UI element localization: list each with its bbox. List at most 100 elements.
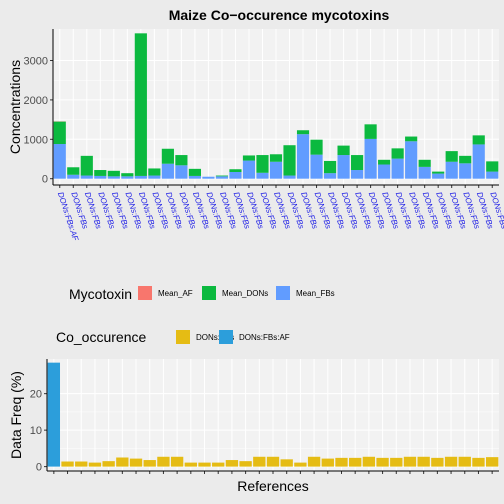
bar-mean-fbs [215,176,229,179]
legend-label-mean-fbs: Mean_FBs [296,289,335,298]
bar-mean-fbs [391,158,404,179]
bar-mean-dons [351,155,364,171]
freq-bar [444,456,458,467]
bar-mean-fbs [134,175,147,179]
bar-mean-fbs [80,175,93,179]
y-tick-label: 3000 [24,56,48,68]
bar-mean-fbs [337,155,350,179]
bar-mean-fbs [432,173,445,179]
co-occurence-legend-title: Co_occurence [56,329,146,345]
co-occurence-legend: Co_occurence DONs:FBs DONs:FBs:AF [56,329,290,345]
bar-mean-fbs [242,160,256,179]
bottom-gridlines [47,359,499,471]
freq-bar [362,456,376,467]
freq-bar [47,362,61,467]
freq-bar [417,456,430,467]
mycotoxin-legend: Mycotoxin Mean_AF Mean_DONs Mean_FBs [69,286,335,302]
bar-mean-fbs [256,172,269,179]
freq-bar [266,456,280,467]
freq-bar [198,462,211,467]
bar-mean-dons [445,151,458,162]
bar-mean-fbs [445,161,458,179]
bar-mean-fbs [94,175,107,179]
legend-key-mean-fbs [276,286,290,300]
bar-mean-dons [80,155,93,176]
bar-mean-fbs [67,174,80,179]
legend-key-mean-af [138,286,152,300]
legend-label-mean-dons: Mean_DONs [222,289,268,298]
bar-mean-dons [323,160,337,174]
legend-key-dons-fbs [176,330,190,344]
y-tick-label: 20 [30,389,42,401]
top-y-axis: 0 1000 2000 3000 [24,29,54,186]
freq-bar [485,457,499,467]
bar-mean-dons [310,139,323,155]
freq-bar [102,461,115,467]
bar-mean-dons [364,124,377,139]
freq-bar [431,457,444,467]
freq-bar [170,456,184,467]
mycotoxin-legend-title: Mycotoxin [69,286,132,302]
bar-mean-fbs [107,176,120,179]
bar-mean-fbs [323,173,337,179]
top-gridlines [53,29,499,185]
bar-mean-dons [242,155,256,161]
bar-mean-fbs [148,175,161,179]
freq-bar [129,458,143,467]
bar-mean-dons [256,155,269,173]
freq-bar [458,456,471,467]
bar-mean-fbs [269,161,283,179]
bar-mean-fbs [175,165,188,179]
bar-mean-dons [296,130,310,135]
freq-bar [307,456,321,467]
bar-mean-dons [53,121,66,145]
freq-bar [472,457,485,467]
freq-bar [88,462,102,467]
freq-bar [390,457,403,467]
bar-mean-fbs [296,134,310,179]
freq-bar [280,459,293,467]
bar-mean-fbs [351,170,364,179]
bar-mean-fbs [229,172,242,179]
freq-bar [61,461,74,467]
bar-mean-dons [432,171,445,174]
bar-mean-dons [418,159,431,167]
bar-mean-fbs [418,166,431,179]
bar-mean-dons [215,175,229,177]
y-tick-label: 1000 [24,134,48,146]
freq-bar [239,461,252,467]
bar-mean-dons [148,168,161,176]
bar-mean-fbs [364,138,377,179]
chart-title: Maize Co−occurence mycotoxins [169,7,390,23]
bar-mean-dons [121,173,134,177]
top-y-axis-title: Concentrations [7,60,23,154]
freq-bar [253,456,266,467]
legend-key-mean-dons [202,286,216,300]
y-tick-label: 2000 [24,95,48,107]
bar-mean-dons [269,154,283,162]
legend-label-dons-fbs: DONs:FBs [196,333,234,342]
legend-label-dons-fbs-af: DONs:FBs:AF [239,333,290,342]
bar-mean-dons [459,155,472,164]
freq-bar [335,457,348,467]
top-x-axis: DONs:FBs:AFDONs:FBsDONs:FBsDONs:FBsDONs:… [53,184,504,243]
bar-mean-dons [378,159,391,165]
y-tick-label: 10 [30,425,42,437]
freq-bar [75,461,88,467]
bar-mean-dons [229,169,242,172]
bar-mean-dons [486,161,499,172]
freq-bar [143,460,156,467]
legend-label-mean-af: Mean_AF [158,289,193,298]
bar-mean-dons [94,170,107,176]
freq-bar [116,457,129,467]
bar-mean-fbs [53,144,66,179]
bottom-bars [47,362,499,467]
bar-mean-fbs [378,164,391,179]
bar-mean-dons [107,170,120,177]
bar-mean-fbs [121,176,134,179]
bar-mean-dons [67,167,80,175]
bar-mean-dons [161,148,174,164]
freq-bar [349,457,362,467]
bar-mean-dons [337,145,350,156]
freq-bar [376,457,389,467]
